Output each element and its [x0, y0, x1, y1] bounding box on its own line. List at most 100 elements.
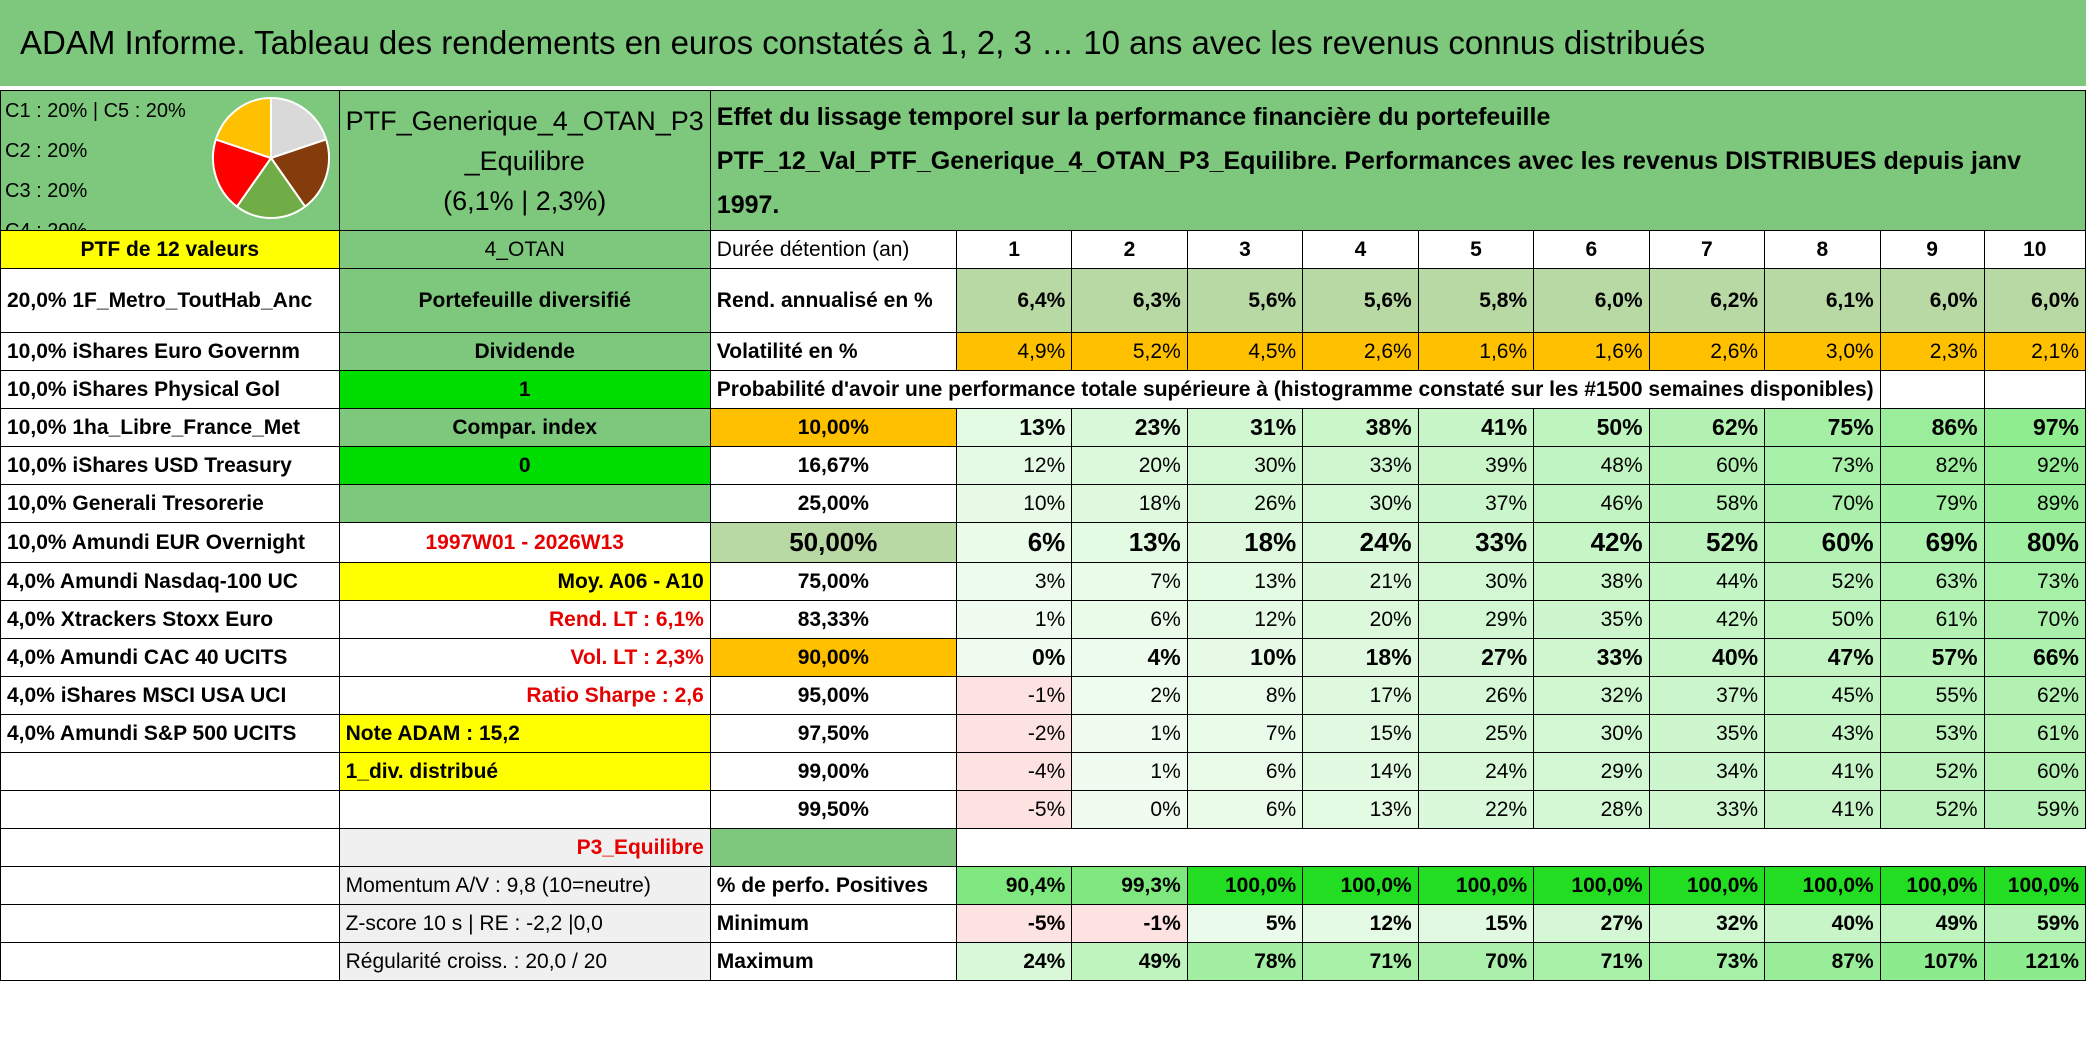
- empty-cell[interactable]: [0, 828, 340, 867]
- year-header[interactable]: 7: [1648, 230, 1766, 269]
- div-cell[interactable]: 1_div. distribué: [338, 752, 711, 791]
- proba-value[interactable]: 21%: [1302, 562, 1419, 601]
- zero-cell[interactable]: 0: [338, 446, 711, 485]
- proba-value[interactable]: 82%: [1879, 446, 1985, 485]
- max-value[interactable]: 121%: [1983, 942, 2086, 981]
- year-header[interactable]: 3: [1186, 230, 1304, 269]
- year-header[interactable]: 8: [1764, 230, 1881, 269]
- proba-value[interactable]: 59%: [1983, 790, 2086, 829]
- vol-value[interactable]: 5,2%: [1071, 332, 1188, 371]
- diversifie-cell[interactable]: Portefeuille diversifié: [338, 268, 711, 333]
- pos-value[interactable]: 100,0%: [1983, 866, 2086, 905]
- threshold-cell[interactable]: 75,00%: [709, 562, 957, 601]
- proba-value[interactable]: 73%: [1983, 562, 2086, 601]
- max-value[interactable]: 87%: [1764, 942, 1881, 981]
- proba-value[interactable]: -2%: [955, 714, 1073, 753]
- max-value[interactable]: 73%: [1648, 942, 1766, 981]
- pos-value[interactable]: 100,0%: [1764, 866, 1881, 905]
- proba-value[interactable]: 18%: [1071, 484, 1188, 523]
- proba-value[interactable]: 60%: [1648, 446, 1766, 485]
- max-value[interactable]: 71%: [1533, 942, 1650, 981]
- rend-value[interactable]: 6,2%: [1648, 268, 1766, 333]
- proba-value[interactable]: 44%: [1648, 562, 1766, 601]
- p3-cell[interactable]: P3_Equilibre: [338, 828, 711, 867]
- min-value[interactable]: -5%: [955, 904, 1073, 943]
- rend-value[interactable]: 6,4%: [955, 268, 1073, 333]
- proba-value[interactable]: 57%: [1879, 638, 1985, 677]
- proba-value[interactable]: 80%: [1983, 522, 2086, 563]
- year-header[interactable]: 9: [1879, 230, 1985, 269]
- vol-value[interactable]: 2,6%: [1302, 332, 1419, 371]
- sharpe-cell[interactable]: Ratio Sharpe : 2,6: [338, 676, 711, 715]
- holding-row[interactable]: 4,0% iShares MSCI USA UCI: [0, 676, 340, 715]
- empty-mid-cell[interactable]: [338, 484, 711, 523]
- max-value[interactable]: 70%: [1417, 942, 1535, 981]
- holding-row[interactable]: 4,0% Amundi Nasdaq-100 UC: [0, 562, 340, 601]
- holding-row[interactable]: 4,0% Amundi S&P 500 UCITS: [0, 714, 340, 753]
- max-value[interactable]: 24%: [955, 942, 1073, 981]
- year-header[interactable]: 1: [955, 230, 1073, 269]
- proba-value[interactable]: 13%: [1186, 562, 1304, 601]
- empty-cell[interactable]: [1983, 370, 2086, 409]
- empty-mid-cell[interactable]: [338, 790, 711, 829]
- proba-value[interactable]: 45%: [1764, 676, 1881, 715]
- otan-label[interactable]: 4_OTAN: [338, 230, 711, 269]
- proba-value[interactable]: 29%: [1533, 752, 1650, 791]
- min-value[interactable]: 5%: [1186, 904, 1304, 943]
- proba-value[interactable]: 8%: [1186, 676, 1304, 715]
- proba-value[interactable]: 26%: [1186, 484, 1304, 523]
- empty-mid-cell[interactable]: [709, 828, 957, 867]
- proba-value[interactable]: 15%: [1302, 714, 1419, 753]
- pos-value[interactable]: 100,0%: [1533, 866, 1650, 905]
- duree-label[interactable]: Durée détention (an): [709, 230, 957, 269]
- rend-value[interactable]: 6,1%: [1764, 268, 1881, 333]
- proba-value[interactable]: 79%: [1879, 484, 1985, 523]
- pos-label[interactable]: % de perfo. Positives: [709, 866, 957, 905]
- vol-value[interactable]: 4,9%: [955, 332, 1073, 371]
- proba-value[interactable]: 52%: [1648, 522, 1766, 563]
- empty-cell[interactable]: [0, 942, 340, 981]
- max-label[interactable]: Maximum: [709, 942, 957, 981]
- proba-value[interactable]: 75%: [1764, 408, 1881, 447]
- effect-description[interactable]: Effet du lissage temporel sur la perform…: [709, 90, 2086, 231]
- momentum-cell[interactable]: Momentum A/V : 9,8 (10=neutre): [338, 866, 711, 905]
- proba-value[interactable]: 3%: [955, 562, 1073, 601]
- vol-value[interactable]: 2,3%: [1879, 332, 1985, 371]
- proba-value[interactable]: 41%: [1764, 752, 1881, 791]
- rend-value[interactable]: 6,0%: [1533, 268, 1650, 333]
- threshold-cell[interactable]: 99,50%: [709, 790, 957, 829]
- proba-value[interactable]: 35%: [1533, 600, 1650, 639]
- proba-value[interactable]: 33%: [1533, 638, 1650, 677]
- proba-value[interactable]: 20%: [1302, 600, 1419, 639]
- min-value[interactable]: -1%: [1071, 904, 1188, 943]
- year-header[interactable]: 10: [1983, 230, 2086, 269]
- proba-value[interactable]: 2%: [1071, 676, 1188, 715]
- proba-value[interactable]: 12%: [955, 446, 1073, 485]
- proba-value[interactable]: 1%: [955, 600, 1073, 639]
- vol-value[interactable]: 2,1%: [1983, 332, 2086, 371]
- proba-value[interactable]: 12%: [1186, 600, 1304, 639]
- vol-lt-cell[interactable]: Vol. LT : 2,3%: [338, 638, 711, 677]
- dividende-cell[interactable]: Dividende: [338, 332, 711, 371]
- proba-value[interactable]: 30%: [1186, 446, 1304, 485]
- rend-value[interactable]: 6,0%: [1879, 268, 1985, 333]
- composition-cell[interactable]: C1 : 20% | C5 : 20% C2 : 20% C3 : 20% C4 : …: [0, 90, 340, 231]
- proba-value[interactable]: 52%: [1879, 790, 1985, 829]
- holding-row[interactable]: 10,0% iShares Physical Gol: [0, 370, 340, 409]
- holding-row[interactable]: 10,0% Generali Tresorerie: [0, 484, 340, 523]
- proba-value[interactable]: 6%: [1071, 600, 1188, 639]
- proba-value[interactable]: 52%: [1764, 562, 1881, 601]
- proba-value[interactable]: 73%: [1764, 446, 1881, 485]
- ptf-label[interactable]: PTF de 12 valeurs: [0, 230, 340, 269]
- empty-cell[interactable]: [0, 752, 340, 791]
- proba-value[interactable]: 7%: [1071, 562, 1188, 601]
- proba-value[interactable]: 34%: [1648, 752, 1766, 791]
- proba-value[interactable]: 25%: [1417, 714, 1535, 753]
- proba-value[interactable]: 50%: [1764, 600, 1881, 639]
- empty-cell[interactable]: [1879, 370, 1985, 409]
- proba-value[interactable]: 37%: [1648, 676, 1766, 715]
- empty-cell[interactable]: [0, 790, 340, 829]
- proba-value[interactable]: 62%: [1983, 676, 2086, 715]
- proba-value[interactable]: 40%: [1648, 638, 1766, 677]
- rend-value[interactable]: 6,3%: [1071, 268, 1188, 333]
